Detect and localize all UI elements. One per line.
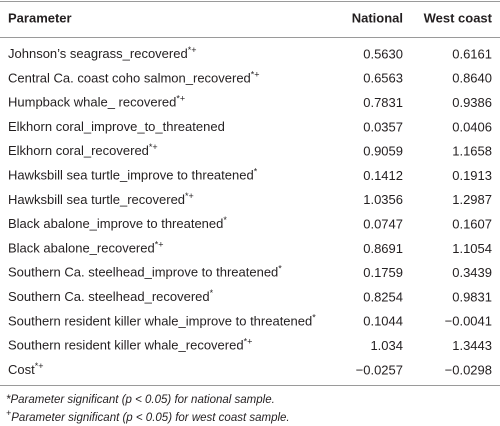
west-coast-value: 0.6161 — [452, 46, 492, 61]
national-value: 1.034 — [370, 338, 403, 353]
parameter-name: Hawksbill sea turtle_improve to threaten… — [8, 168, 254, 183]
national-value: 0.8254 — [363, 289, 403, 304]
parameter-cell: Black abalone_improve to threatened* — [8, 215, 227, 231]
parameter-name: Central Ca. coast coho salmon_recovered — [8, 71, 251, 86]
parameter-cell: Black abalone_recovered*+ — [8, 240, 163, 256]
parameter-name: Hawksbill sea turtle_recovered — [8, 192, 185, 207]
national-value: 0.0357 — [363, 119, 403, 134]
parameter-name: Elkhorn coral_improve_to_threatened — [8, 119, 225, 134]
west-coast-value: 0.1607 — [452, 217, 492, 232]
parameter-cell: Central Ca. coast coho salmon_recovered*… — [8, 70, 260, 86]
significance-marks: *+ — [251, 70, 260, 80]
parameter-name: Southern Ca. steelhead_improve to threat… — [8, 265, 278, 280]
footnote-text: Parameter significant (p < 0.05) for wes… — [11, 412, 289, 424]
west-coast-value: 1.2987 — [452, 192, 492, 207]
national-value: 0.0747 — [363, 217, 403, 232]
parameter-cell: Southern Ca. steelhead_recovered* — [8, 288, 214, 304]
significance-marks: *+ — [155, 240, 164, 250]
parameter-cell: Hawksbill sea turtle_recovered*+ — [8, 191, 194, 207]
west-coast-value: 1.1054 — [452, 241, 492, 256]
significance-marks: *+ — [185, 191, 194, 201]
west-coast-value: 0.0406 — [452, 119, 492, 134]
national-value: −0.0257 — [356, 362, 403, 377]
parameter-cell: Southern resident killer whale_improve t… — [8, 313, 316, 329]
significance-marks: *+ — [35, 361, 44, 371]
parameter-name: Black abalone_recovered — [8, 241, 155, 256]
header-national: National — [352, 10, 403, 25]
west-coast-value: 1.1658 — [452, 144, 492, 159]
parameter-name: Humpback whale_ recovered — [8, 95, 176, 110]
significance-marks: * — [223, 215, 227, 225]
west-coast-value: 1.3443 — [452, 338, 492, 353]
header-parameter: Parameter — [8, 10, 72, 25]
national-value: 0.1759 — [363, 265, 403, 280]
parameter-name: Elkhorn coral_recovered — [8, 144, 149, 159]
parameter-name: Black abalone_improve to threatened — [8, 217, 223, 232]
parameter-name: Southern Ca. steelhead_recovered — [8, 289, 210, 304]
footnote: *Parameter significant (p < 0.05) for na… — [6, 394, 275, 406]
parameter-cell: Humpback whale_ recovered*+ — [8, 94, 185, 110]
parameter-cell: Elkhorn coral_recovered*+ — [8, 143, 158, 159]
footnote-text: Parameter significant (p < 0.05) for nat… — [10, 394, 274, 406]
west-coast-value: 0.9386 — [452, 95, 492, 110]
west-coast-value: −0.0298 — [445, 362, 492, 377]
national-value: 0.9059 — [363, 144, 403, 159]
header-west-coast: West coast — [424, 10, 493, 25]
footnote: +Parameter significant (p < 0.05) for we… — [6, 408, 290, 424]
parameter-name: Southern resident killer whale_improve t… — [8, 314, 312, 329]
national-value: 0.6563 — [363, 71, 403, 86]
footnote-mark: + — [6, 408, 11, 418]
west-coast-value: −0.0041 — [445, 314, 492, 329]
significance-marks: *+ — [149, 143, 158, 153]
west-coast-value: 0.1913 — [452, 168, 492, 183]
national-value: 0.1044 — [363, 314, 403, 329]
national-value: 0.5630 — [363, 46, 403, 61]
parameter-cell: Southern Ca. steelhead_improve to threat… — [8, 264, 282, 280]
west-coast-value: 0.8640 — [452, 71, 492, 86]
national-value: 1.0356 — [363, 192, 403, 207]
national-value: 0.7831 — [363, 95, 403, 110]
significance-marks: * — [278, 264, 282, 274]
parameter-cell: Johnson’s seagrass_recovered*+ — [8, 45, 196, 61]
parameter-name: Johnson’s seagrass_recovered — [8, 46, 188, 61]
parameter-name: Southern resident killer whale_recovered — [8, 338, 244, 353]
parameter-cell: Elkhorn coral_improve_to_threatened — [8, 119, 225, 134]
significance-marks: *+ — [244, 337, 253, 347]
significance-marks: *+ — [188, 45, 197, 55]
national-value: 0.1412 — [363, 168, 403, 183]
parameter-name: Cost — [8, 362, 35, 377]
significance-marks: * — [210, 288, 214, 298]
national-value: 0.8691 — [363, 241, 403, 256]
parameter-cell: Southern resident killer whale_recovered… — [8, 337, 252, 353]
footnote-mark: * — [6, 394, 11, 406]
west-coast-value: 0.3439 — [452, 265, 492, 280]
parameter-cell: Hawksbill sea turtle_improve to threaten… — [8, 167, 258, 183]
parameter-cell: Cost*+ — [8, 361, 44, 377]
west-coast-value: 0.9831 — [452, 289, 492, 304]
significance-marks: * — [312, 313, 316, 323]
significance-marks: *+ — [176, 94, 185, 104]
significance-marks: * — [254, 167, 258, 177]
